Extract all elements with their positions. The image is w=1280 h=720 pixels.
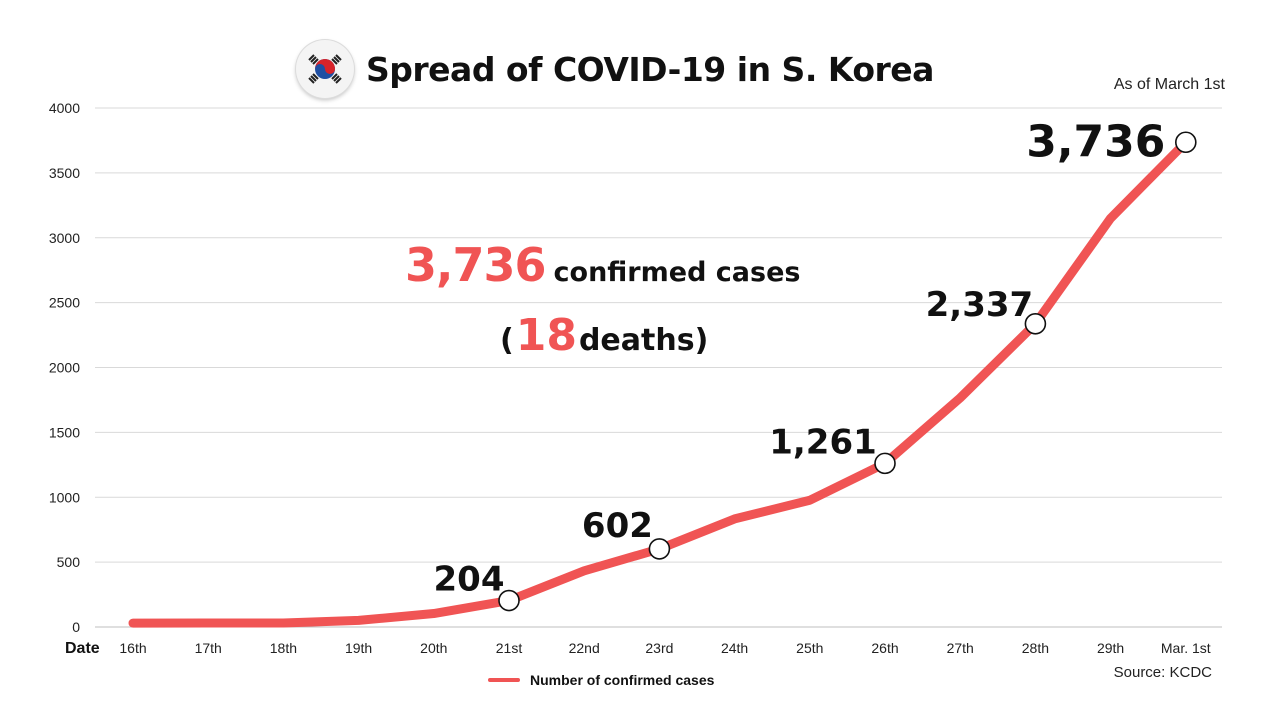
source-note: Source: KCDC <box>1113 664 1212 681</box>
data-point-marker <box>1175 131 1197 154</box>
deaths-paren: ( <box>500 323 514 358</box>
x-tick-label: 16th <box>119 640 146 656</box>
x-tick-label: 22nd <box>569 640 600 656</box>
x-tick-label: 27th <box>947 640 974 656</box>
chart-title: Spread of COVID-19 in S. Korea <box>366 49 934 89</box>
data-label: 2,337 <box>926 285 1034 325</box>
data-label: 204 <box>434 560 505 600</box>
data-label: 3,736 <box>1026 116 1165 167</box>
y-tick-label: 0 <box>72 619 80 635</box>
x-axis-label: Date <box>65 640 100 657</box>
cases-headline: 3,736 confirmed cases <box>405 238 800 292</box>
data-label: 1,261 <box>769 422 877 462</box>
x-tick-label: 28th <box>1022 640 1049 656</box>
x-tick-label: 24th <box>721 640 748 656</box>
deaths-headline: ( 18 deaths) <box>500 310 708 361</box>
legend: Number of confirmed cases <box>488 672 714 688</box>
data-point-marker <box>874 452 896 475</box>
y-tick-label: 3000 <box>49 230 80 246</box>
data-label: 602 <box>582 506 653 546</box>
y-tick-label: 3500 <box>49 165 80 181</box>
x-tick-label: 26th <box>871 640 898 656</box>
south-korea-flag-icon <box>296 40 354 98</box>
x-tick-label: 23rd <box>645 640 673 656</box>
cases-number: 3,736 <box>405 238 547 292</box>
y-tick-label: 1000 <box>49 489 80 505</box>
x-tick-label: Mar. 1st <box>1161 640 1211 656</box>
as-of-date: As of March 1st <box>1113 76 1225 93</box>
data-point-marker <box>498 589 520 612</box>
y-tick-label: 1500 <box>49 424 80 440</box>
x-tick-label: 19th <box>345 640 372 656</box>
y-tick-label: 4000 <box>49 100 80 116</box>
data-point-marker <box>1024 312 1047 335</box>
legend-label: Number of confirmed cases <box>530 672 715 688</box>
x-tick-label: 21st <box>496 640 523 656</box>
y-tick-label: 500 <box>57 554 81 570</box>
legend-swatch <box>488 678 520 682</box>
deaths-text: deaths) <box>578 323 709 358</box>
data-point-marker <box>648 538 671 560</box>
cases-text: confirmed cases <box>553 257 801 288</box>
x-tick-label: 20th <box>420 640 447 656</box>
deaths-number: 18 <box>515 310 577 361</box>
x-tick-label: 17th <box>195 640 222 656</box>
x-tick-label: 18th <box>270 640 297 656</box>
x-tick-label: 29th <box>1097 640 1124 656</box>
chart-title-group: Spread of COVID-19 in S. Korea <box>296 40 934 98</box>
y-tick-label: 2000 <box>49 360 80 376</box>
y-tick-label: 2500 <box>49 295 80 311</box>
x-tick-label: 25th <box>796 640 823 656</box>
